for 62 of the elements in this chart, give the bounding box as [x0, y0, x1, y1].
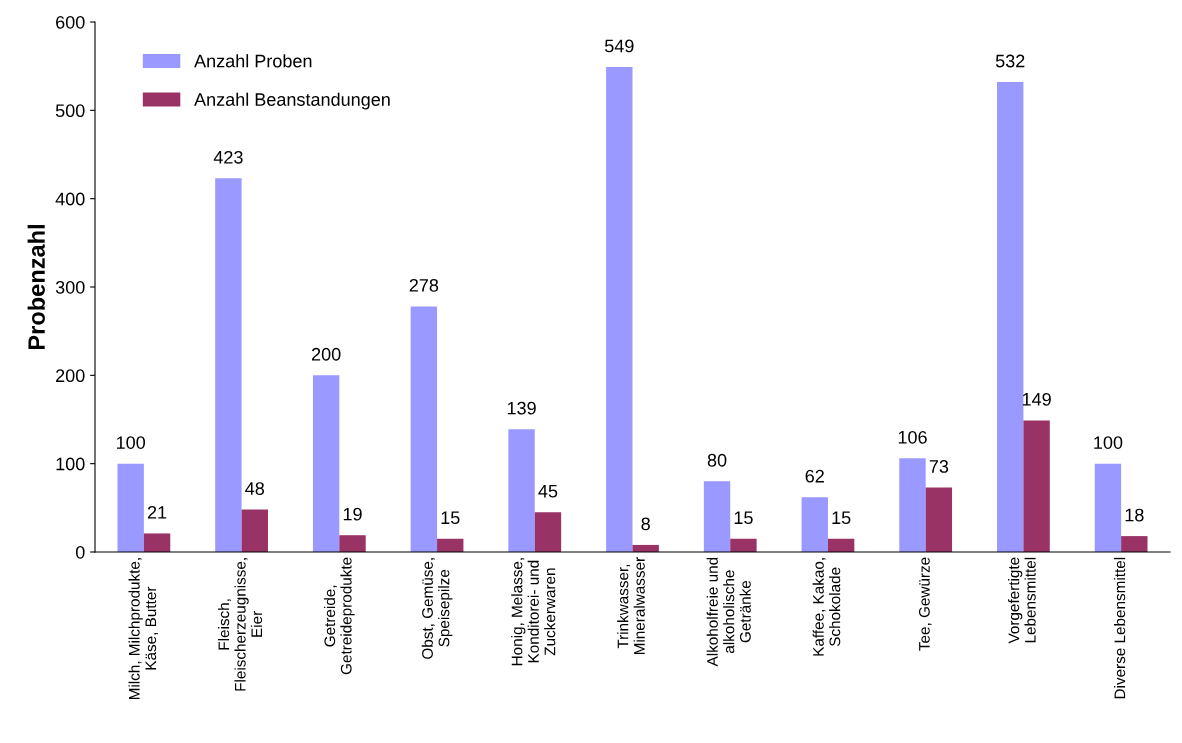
x-tick-label: Trinkwasser, Mineralwasser — [617, 557, 645, 655]
x-tick-label: Milch, Milchprodukte, Käse, Butter — [128, 558, 158, 700]
bar — [1023, 420, 1050, 552]
x-tick-label: Obst, Gemüse, Speisepilze — [421, 558, 453, 659]
data-label: 15 — [832, 511, 851, 525]
data-label: 8 — [641, 517, 650, 531]
x-tick-label: Fleisch, Fleischerzeugnisse, Eier — [218, 558, 263, 691]
bar — [925, 487, 953, 552]
bar — [730, 538, 757, 552]
data-label: 100 — [1094, 436, 1123, 449]
y-tick-label: 200 — [56, 369, 85, 383]
y-tick-label: 100 — [56, 457, 85, 471]
data-label: 15 — [734, 511, 753, 525]
data-label: 45 — [538, 484, 558, 498]
bar — [143, 533, 171, 552]
bar — [215, 178, 242, 552]
data-label: 80 — [707, 453, 727, 467]
y-axis-title: Probenzahl — [27, 225, 45, 350]
bar — [534, 512, 562, 552]
data-label: 18 — [1125, 508, 1144, 522]
bar — [1121, 536, 1148, 552]
y-tick-label: 0 — [75, 545, 85, 559]
data-label: 423 — [213, 150, 243, 164]
bar — [339, 535, 366, 552]
data-label: 73 — [929, 460, 949, 473]
data-label: 15 — [441, 511, 460, 525]
data-label: 549 — [604, 39, 634, 53]
y-tick-label: 500 — [55, 104, 85, 118]
bar — [241, 509, 268, 552]
data-label: 19 — [343, 507, 362, 521]
x-tick-label: Honig, Melasse, Konditorei- und Zuckerwaren — [511, 558, 556, 666]
y-tick-label: 600 — [56, 15, 85, 29]
bar — [410, 306, 438, 552]
bar — [997, 82, 1024, 552]
data-label: 62 — [805, 469, 824, 483]
x-tick-label: Diverse Lebensmittel — [1114, 557, 1126, 699]
bar — [312, 375, 340, 552]
data-label: 149 — [1022, 392, 1051, 406]
legend-label: Anzahl Beanstandungen — [194, 92, 390, 110]
x-tick-label: Alkoholfreie und alkoholische Getränke — [706, 557, 751, 667]
data-label: 48 — [245, 482, 265, 495]
x-tick-label: Vorgefertigte Lebensmittel — [1008, 557, 1036, 644]
x-tick-label: Getreide, Getreideprodukte — [323, 557, 355, 675]
x-tick-label: Tee, Gewürze — [918, 557, 932, 651]
data-label: 100 — [116, 436, 146, 449]
data-label: 532 — [995, 54, 1025, 68]
bar — [508, 429, 535, 552]
y-tick-label: 300 — [55, 280, 85, 294]
data-label: 139 — [507, 401, 536, 415]
data-label: 200 — [311, 347, 341, 361]
bar — [899, 458, 926, 552]
bar — [703, 481, 731, 552]
data-label: 21 — [147, 505, 167, 519]
data-label: 278 — [409, 278, 439, 292]
bar — [801, 497, 828, 552]
data-label: 106 — [898, 430, 927, 444]
bar — [117, 463, 144, 552]
bar — [606, 67, 633, 552]
bar — [1094, 463, 1122, 552]
legend-label: Anzahl Proben — [194, 54, 312, 68]
y-tick-label: 400 — [55, 192, 85, 206]
x-tick-label: Kaffee, Kakao, Schokolade — [812, 558, 841, 656]
